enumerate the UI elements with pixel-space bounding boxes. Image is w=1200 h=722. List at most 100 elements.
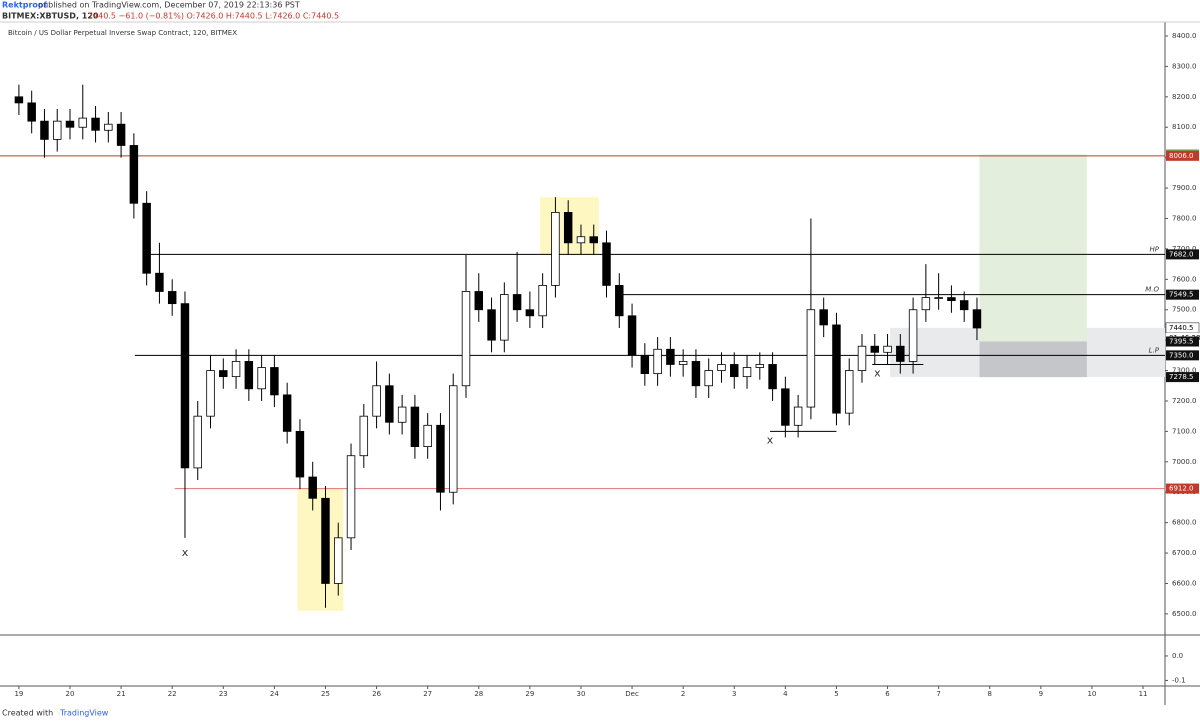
x-tick-label: 29 [525, 690, 534, 698]
price-tag-label: 7440.5 [1169, 324, 1194, 332]
price-tag [1166, 372, 1199, 383]
y-tick-label: 7200.0 [1172, 397, 1197, 405]
y-tick-label: 7700.0 [1172, 245, 1197, 253]
y-tick-label: 7600.0 [1172, 275, 1197, 283]
y-tick-label: 7100.0 [1172, 427, 1197, 435]
y-tick-label: 8400.0 [1172, 32, 1197, 40]
author[interactable]: Rektproof [2, 1, 47, 10]
y-tick-label: 8300.0 [1172, 62, 1197, 70]
level-label: M.O [1145, 286, 1159, 294]
y-tick-label: 7900.0 [1172, 184, 1197, 192]
candle-body [908, 309, 918, 362]
y-tick-label: 7300.0 [1172, 367, 1197, 375]
candle-body [615, 284, 624, 317]
candle-body [730, 364, 739, 378]
candle-body [781, 388, 790, 426]
y-tick-label: 8200.0 [1172, 93, 1197, 101]
candle-body [397, 406, 407, 423]
zone [979, 154, 1087, 342]
x-tick-label: Dec [625, 690, 639, 698]
candle-body [525, 309, 535, 317]
candle-body [282, 394, 292, 432]
candle-body [512, 294, 522, 311]
candle-body [410, 406, 420, 447]
price-tag-label: 7350.0 [1169, 351, 1194, 359]
candle-body [717, 364, 726, 371]
x-tick-label: 9 [1039, 690, 1043, 698]
annotation: x [874, 367, 881, 380]
candle-body [321, 497, 330, 584]
candle-body [180, 303, 190, 469]
candle-body [461, 291, 471, 387]
candle-body [883, 345, 892, 353]
candle-body [947, 297, 956, 302]
footer-brand[interactable]: TradingView [59, 709, 109, 718]
price-tag [1166, 336, 1199, 347]
y-tick-label: 8100.0 [1172, 123, 1197, 131]
candle-body [308, 476, 317, 499]
candle-body [65, 120, 75, 128]
price-tag-label: 7682.0 [1169, 250, 1194, 258]
candle-body [40, 120, 49, 140]
candle-body [14, 96, 24, 104]
candle-body [167, 291, 177, 305]
price-tag-label: 7278.5 [1169, 373, 1194, 381]
price-tag-label: 6912.0 [1169, 485, 1194, 493]
x-tick-label: 23 [219, 690, 228, 698]
price-tag [1166, 150, 1199, 161]
price-tag [1166, 249, 1199, 260]
y-tick-label: 6600.0 [1172, 579, 1197, 587]
x-tick-label: 28 [474, 690, 483, 698]
price-tag-label: 8006.0 [1169, 152, 1194, 160]
x-tick-label: 26 [372, 690, 381, 698]
x-tick-label: 24 [270, 690, 279, 698]
candle-body [576, 236, 586, 244]
x-tick-label: 3 [732, 690, 736, 698]
candle-body [666, 348, 675, 365]
candle-body [423, 424, 432, 447]
candle-body [295, 430, 305, 478]
y-tick-label: 7000.0 [1172, 458, 1197, 466]
symbol: BITMEX:XBTUSD, 120 [2, 12, 99, 21]
candle-body [691, 361, 701, 387]
candle-body [385, 385, 394, 423]
candle-body [78, 117, 88, 128]
price-tag [1166, 289, 1199, 300]
candle-body [334, 537, 343, 584]
x-tick-label: 11 [1139, 690, 1148, 698]
x-tick-label: 25 [321, 690, 330, 698]
candle-body [589, 236, 598, 244]
candle-body [129, 145, 139, 204]
candle-body [934, 297, 943, 299]
x-tick-label: 8 [988, 690, 992, 698]
level-label: L.P [1149, 346, 1160, 354]
x-tick-label: 10 [1087, 690, 1096, 698]
candle-body [563, 211, 573, 244]
candle-body [704, 370, 713, 387]
candle-body [857, 345, 867, 371]
x-tick-label: 30 [577, 690, 586, 698]
candle-body [896, 345, 905, 362]
price-tag-label: 7395.5 [1169, 338, 1194, 346]
candle-body [346, 455, 356, 539]
candle-body [104, 123, 113, 131]
price-tag-label: 7549.5 [1169, 291, 1194, 299]
indicator-y-tick-label: 0.0 [1172, 652, 1183, 660]
candle-body [742, 367, 752, 378]
candle-body [551, 211, 560, 286]
candle-body [538, 284, 547, 317]
chart-title: Bitcoin / US Dollar Perpetual Inverse Sw… [8, 29, 237, 37]
zone [979, 341, 1087, 378]
candle-body [372, 385, 381, 417]
x-tick-label: 21 [117, 690, 126, 698]
x-tick-label: 22 [168, 690, 177, 698]
candle-body [819, 309, 828, 326]
quote: 7440.5 −61.0 (−0.81%) O:7426.0 H:7440.5 … [88, 12, 339, 21]
x-tick-label: 4 [783, 690, 788, 698]
candle-body [193, 415, 202, 469]
price-tag [1166, 350, 1199, 361]
published: published on TradingView.com, December 0… [38, 1, 300, 10]
annotation: x [767, 434, 774, 447]
candle-body [602, 242, 611, 286]
